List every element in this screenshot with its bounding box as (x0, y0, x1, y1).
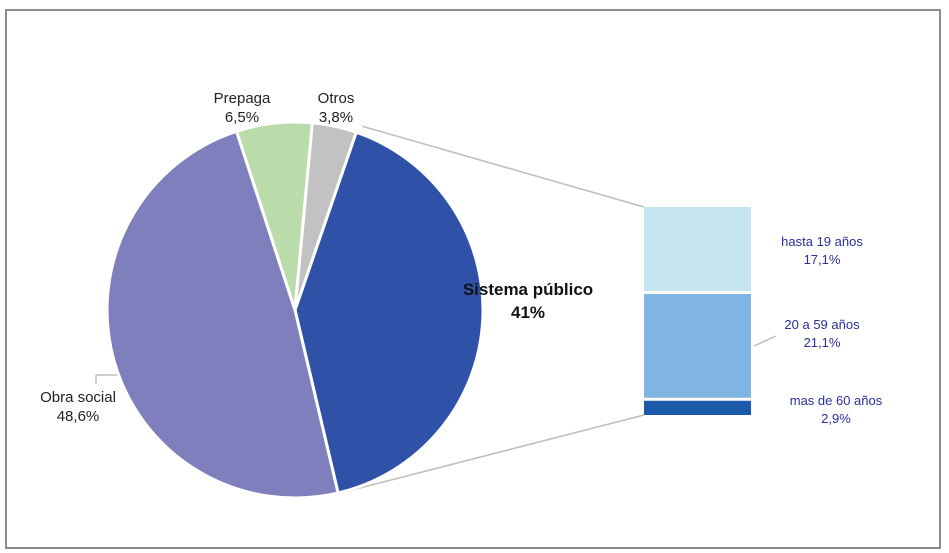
breakdown-bar (644, 207, 751, 415)
bar-segment-20-a-59-a-os (644, 294, 751, 398)
bar-label-20-59: 20 a 59 años (784, 317, 860, 332)
slice-value-sistema-publico: 41% (511, 303, 545, 322)
pie-slice-otros (293, 121, 359, 311)
slice-label-prepaga: Prepaga (214, 90, 271, 107)
pie-slice-sistema-p-blico (293, 130, 485, 495)
slice-value-prepaga: 6,5% (225, 109, 259, 126)
leader-line-20-59 (753, 335, 777, 347)
slice-label-otros: Otros (318, 90, 355, 107)
bar-segment-mas-de-60-a-os (644, 400, 751, 415)
bar-label-mas-60: mas de 60 años (790, 393, 883, 408)
slice-value-obra-social: 48,6% (57, 408, 100, 425)
labels: Prepaga 6,5% Otros 3,8% Obra social 48,6… (40, 90, 883, 426)
bar-value-mas-60: 2,9% (821, 411, 851, 426)
connector-lines (95, 125, 777, 492)
pie-slice-obra-social (105, 129, 340, 500)
bar-label-hasta-19: hasta 19 años (781, 234, 863, 249)
connector-line-bottom (347, 414, 645, 492)
slice-label-obra-social: Obra social (40, 389, 116, 406)
slice-label-sistema-publico: Sistema público (463, 280, 593, 299)
slice-value-otros: 3,8% (319, 109, 353, 126)
bar-value-20-59: 21,1% (804, 335, 841, 350)
bar-segment-hasta-19-a-os (644, 207, 751, 292)
bar-value-hasta-19: 17,1% (804, 252, 841, 267)
connector-line-top (362, 125, 645, 208)
pie (105, 120, 485, 500)
